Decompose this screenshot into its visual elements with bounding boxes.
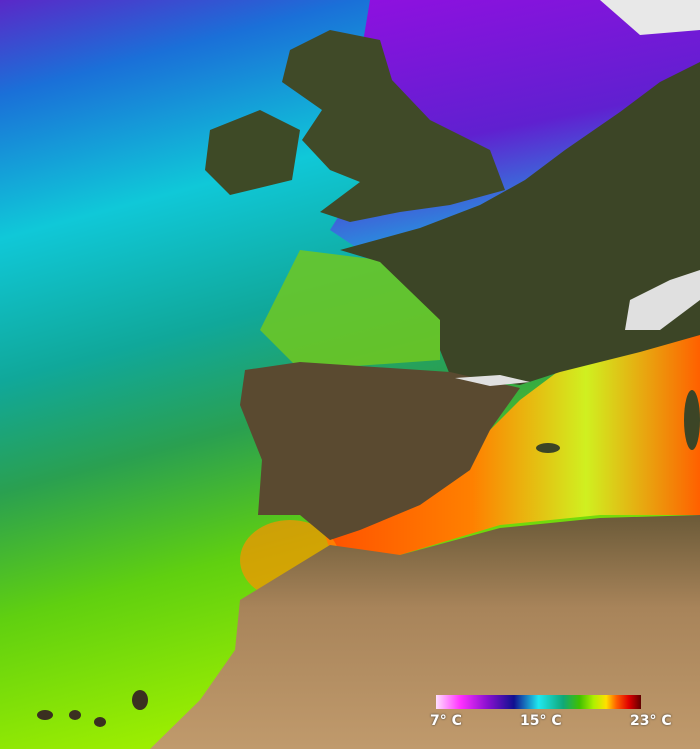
alps-snow xyxy=(625,270,700,330)
pyrenees-snow xyxy=(455,375,530,386)
legend-label-mid: 15° C xyxy=(520,713,562,729)
continental-europe xyxy=(340,62,700,385)
balearic-islands xyxy=(536,443,560,453)
canary-island xyxy=(94,717,106,727)
iberian-peninsula xyxy=(240,362,520,540)
bay-of-biscay xyxy=(260,250,440,370)
scandinavia xyxy=(600,0,700,35)
legend-label-min: 7° C xyxy=(430,713,462,729)
corsica-sardinia xyxy=(684,390,700,450)
africa xyxy=(150,515,700,749)
canary-island xyxy=(37,710,53,720)
legend-label-max: 23° C xyxy=(630,713,672,729)
temperature-colorbar xyxy=(436,695,641,709)
mediterranean-sea xyxy=(320,330,700,555)
canary-island xyxy=(69,710,81,720)
great-britain xyxy=(282,30,505,222)
ireland xyxy=(205,110,300,195)
canary-island xyxy=(132,690,148,710)
